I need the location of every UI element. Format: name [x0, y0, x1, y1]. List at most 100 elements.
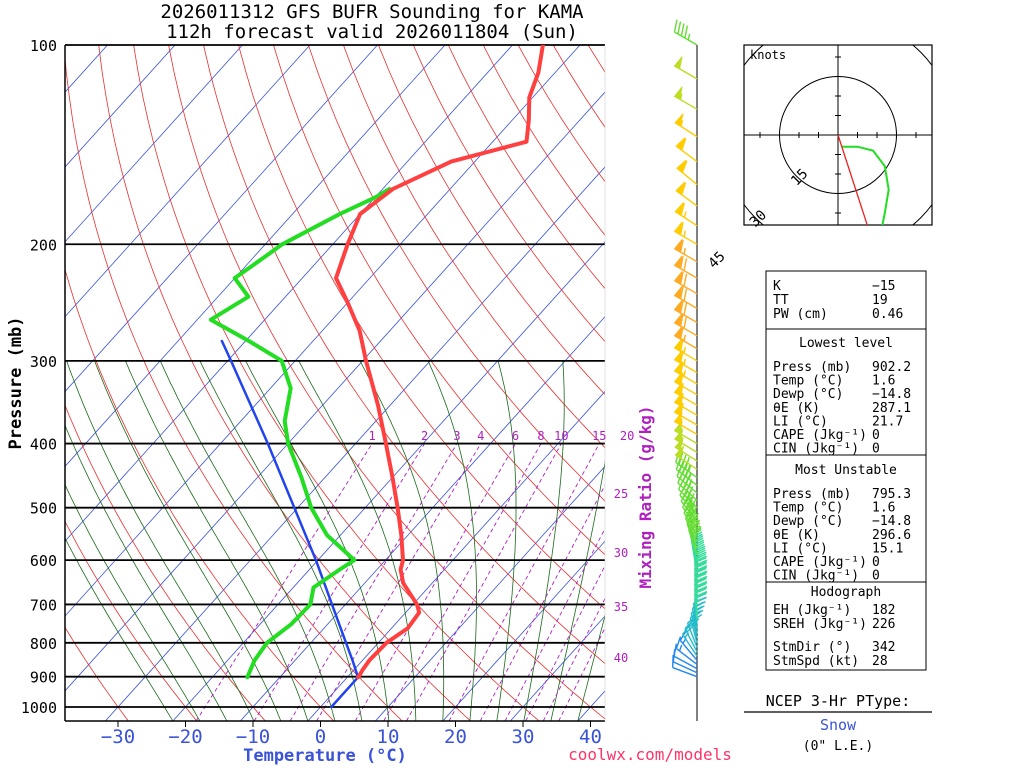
wind-barb	[673, 86, 698, 110]
wind-barb	[673, 392, 698, 416]
wind-barb	[673, 221, 698, 245]
wind-barb	[673, 299, 698, 324]
hodograph-unit-label: knots	[750, 48, 786, 62]
mixing-ratio-tick-label: 10	[554, 429, 568, 443]
wind-barb-pennant	[673, 86, 683, 100]
hodo-row-label: EH (Jkg⁻¹)	[773, 603, 851, 618]
wind-barb	[673, 285, 698, 310]
unstable-row-label: LI (°C)	[773, 541, 828, 556]
wind-barb-flag	[683, 302, 688, 316]
moist-adiabat-line	[66, 360, 255, 721]
isotherm-line	[105, 166, 605, 721]
wind-barb	[675, 181, 698, 207]
lowest-row-label: Press (mb)	[773, 360, 851, 375]
wind-barb-flag	[684, 25, 689, 39]
pressure-tick-label: 600	[30, 552, 57, 570]
wind-barb-flag	[681, 160, 688, 173]
hodo-row-label: StmDir (°)	[773, 640, 851, 655]
isotherm-line	[307, 390, 605, 721]
index-row-value: 19	[872, 293, 888, 308]
wind-barb-shaft	[675, 648, 698, 665]
wind-barb	[673, 338, 698, 362]
wind-barb	[673, 239, 698, 263]
lowest-row-value: 0	[872, 442, 880, 457]
wind-barb-shaft	[681, 506, 698, 529]
wind-barb-shaft	[678, 488, 698, 509]
lowest-row-label: Temp (°C)	[773, 374, 843, 389]
wind-barb	[673, 19, 698, 46]
index-row-value: −15	[872, 279, 895, 294]
wind-barb-half-flag	[679, 418, 683, 426]
moist-adiabat-line	[199, 360, 363, 721]
dry-adiabat-line	[378, 45, 605, 396]
mixing-ratio-tick-label: 3	[453, 429, 460, 443]
wind-barb-shaft	[679, 639, 698, 661]
pressure-tick-label: 1000	[21, 699, 57, 717]
wind-barb-flag	[679, 383, 684, 396]
lowest-row-value: 287.1	[872, 401, 911, 416]
unstable-row-label: Temp (°C)	[773, 501, 843, 516]
lowest-row-label: Dewp (°C)	[773, 387, 843, 402]
dry-adiabat-line	[238, 45, 605, 610]
wind-barb-shaft	[673, 655, 698, 670]
pressure-tick-label: 900	[30, 669, 57, 687]
wind-barb-flag	[673, 643, 678, 657]
isotherm-line	[65, 45, 378, 393]
wind-barb-shaft	[684, 517, 698, 542]
wind-barb-shaft	[679, 494, 698, 516]
wind-barb-flag	[679, 239, 684, 253]
wind-barb-half-flag	[688, 465, 692, 472]
temperature-tick-label: 20	[444, 726, 467, 748]
hodo-row-value: 28	[872, 654, 888, 669]
moist-adiabat-line	[550, 459, 605, 721]
ptype-value: Snow	[820, 716, 857, 734]
mixing-ratio-line	[479, 484, 605, 721]
wind-barb-flag	[681, 138, 687, 151]
isotherm-line	[65, 45, 446, 467]
wind-barb-half-flag	[683, 334, 686, 342]
isotherm-line	[65, 45, 581, 617]
mixing-ratio-tick-label: 6	[512, 429, 519, 443]
wind-barb-half-flag	[679, 427, 683, 435]
wind-barb-pennant	[675, 181, 686, 195]
pressure-tick-label: 500	[30, 500, 57, 518]
wind-barb-flag	[687, 492, 695, 505]
wind-barb-pennant	[675, 137, 686, 151]
y-axis-label: Pressure (mb)	[6, 316, 26, 449]
wind-barb-flag	[683, 288, 688, 302]
wind-barb-flag	[679, 271, 684, 285]
pressure-tick-label: 300	[30, 353, 57, 371]
wind-barb-shaft	[674, 31, 698, 46]
hodograph-title: Hodograph	[811, 585, 881, 600]
index-row-label: TT	[773, 293, 789, 308]
wind-barb-pennant	[673, 285, 683, 300]
unstable-row-value: 795.3	[872, 487, 911, 502]
wind-barb-pennant	[673, 372, 683, 386]
unstable-row-label: CIN (Jkg⁻¹)	[773, 569, 859, 584]
wind-barb-flag	[695, 559, 708, 566]
dry-adiabat-line	[65, 520, 198, 721]
unstable-row-value: 0	[872, 569, 880, 584]
unstable-row-value: −14.8	[872, 514, 911, 529]
wind-barb-flag	[679, 402, 684, 416]
wind-barb	[673, 349, 698, 374]
wind-barb-half-flag	[688, 473, 692, 480]
mixing-ratio-line	[448, 443, 600, 721]
wind-barb-flag	[673, 19, 678, 33]
moist-adiabat-line	[496, 360, 517, 721]
hodograph-clip	[744, 45, 932, 225]
wind-barb-shaft	[675, 468, 698, 486]
most-unstable-title: Most Unstable	[795, 463, 897, 478]
lowest-level-title: Lowest level	[799, 336, 893, 351]
wind-barb-half-flag	[678, 644, 683, 652]
wind-barb-pennant	[673, 349, 683, 364]
wind-barb-flag	[695, 564, 708, 572]
hodo-row-value: 342	[872, 640, 895, 655]
wind-barb-shaft	[684, 628, 698, 653]
wind-barb-flag	[687, 499, 697, 511]
wind-barb-pennant	[673, 239, 683, 253]
index-row-label: K	[773, 279, 781, 294]
unstable-row-label: Press (mb)	[773, 487, 851, 502]
wind-barb-pennant	[674, 202, 684, 216]
mixing-ratio-line	[195, 443, 373, 721]
